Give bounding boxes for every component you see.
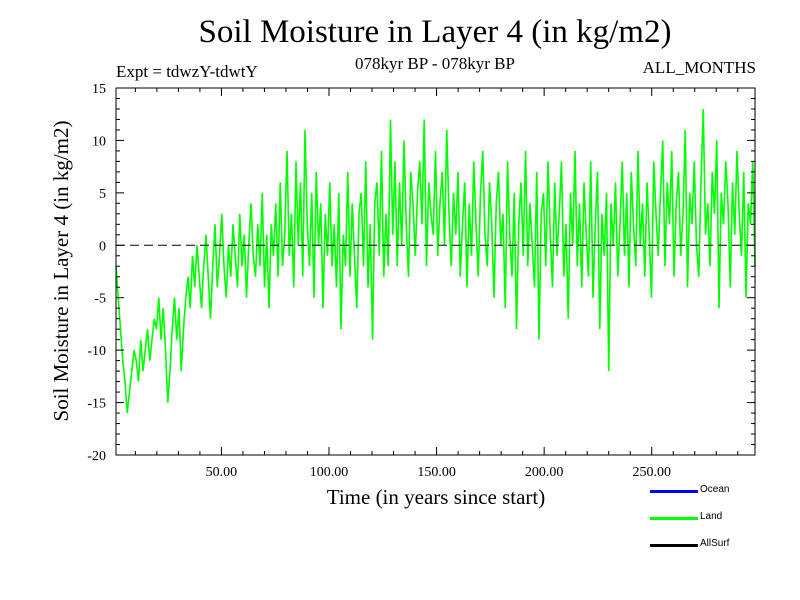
x-tick-label: 200.00 — [525, 465, 564, 480]
x-tick-label: 50.00 — [206, 465, 238, 480]
legend-label-allsurf: AllSurf — [700, 538, 730, 549]
period-label: 078kyr BP - 078kyr BP — [355, 54, 515, 73]
legend-swatch-allsurf — [650, 544, 698, 547]
y-tick-label: 5 — [99, 187, 106, 202]
y-tick-label: -10 — [87, 344, 106, 359]
y-tick-label: 15 — [92, 82, 106, 97]
legend-swatch-land — [650, 517, 698, 520]
x-axis-label: Time (in years since start) — [327, 485, 546, 509]
x-tick-label: 150.00 — [417, 465, 456, 480]
y-tick-label: -20 — [87, 449, 106, 464]
y-tick-label: 0 — [99, 239, 106, 254]
months-label: ALL_MONTHS — [642, 58, 756, 77]
legend-label-ocean: Ocean — [700, 484, 730, 495]
y-tick-label: -15 — [87, 397, 106, 412]
experiment-label: Expt = tdwzY-tdwtY — [116, 62, 258, 81]
chart-title: Soil Moisture in Layer 4 (in kg/m2) — [198, 14, 672, 50]
legend-label-land: Land — [700, 511, 723, 522]
plot-frame — [115, 87, 756, 456]
y-axis-label: Soil Moisture in Layer 4 (in kg/m2) — [49, 121, 73, 422]
y-tick-label: 10 — [92, 134, 106, 149]
series-line-land — [115, 108, 756, 414]
y-tick-label: -5 — [94, 292, 106, 307]
x-tick-label: 100.00 — [310, 465, 349, 480]
legend-swatch-ocean — [650, 490, 698, 493]
x-tick-label: 250.00 — [632, 465, 671, 480]
